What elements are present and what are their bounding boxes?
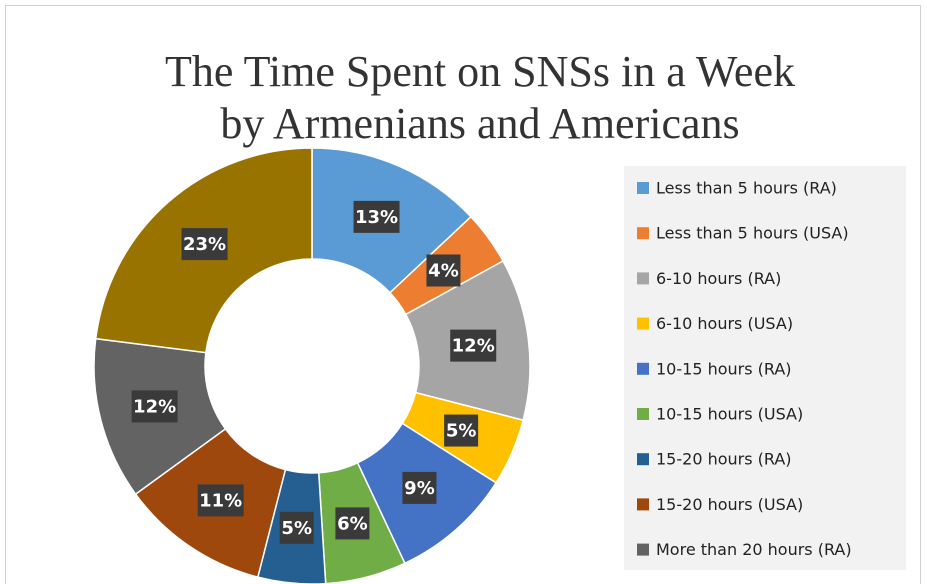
data-label: 6% bbox=[337, 513, 368, 534]
data-label: 9% bbox=[404, 478, 435, 499]
legend-swatch bbox=[637, 317, 649, 330]
legend-label: 15-20 hours (USA) bbox=[656, 495, 803, 514]
legend-label: 6-10 hours (USA) bbox=[656, 314, 793, 333]
legend-box bbox=[624, 166, 906, 570]
legend-swatch bbox=[637, 182, 649, 194]
legend-label: 6-10 hours (RA) bbox=[656, 269, 781, 288]
legend-label: Less than 5 hours (RA) bbox=[656, 179, 837, 198]
data-label-bg bbox=[353, 200, 400, 233]
data-label-bg bbox=[402, 471, 437, 504]
data-label: 11% bbox=[199, 490, 242, 511]
data-label: 5% bbox=[281, 518, 312, 539]
legend-swatch bbox=[637, 227, 649, 240]
data-label-bg bbox=[426, 254, 461, 287]
legend-label: 10-15 hours (RA) bbox=[656, 359, 792, 378]
data-label-bg bbox=[279, 511, 314, 544]
data-label: 13% bbox=[355, 207, 398, 228]
data-label-bg bbox=[131, 390, 178, 423]
legend-swatch bbox=[637, 498, 649, 511]
data-label-bg bbox=[450, 329, 497, 362]
chart-title: by Armenians and Americans bbox=[220, 99, 739, 148]
data-label-bg bbox=[181, 228, 228, 261]
data-label-bg bbox=[444, 414, 479, 447]
data-label-bg bbox=[197, 484, 244, 517]
data-label: 4% bbox=[428, 260, 459, 281]
data-label-bg bbox=[335, 507, 370, 540]
legend-swatch bbox=[637, 408, 649, 420]
legend-swatch bbox=[637, 453, 649, 466]
legend-label: 15-20 hours (RA) bbox=[656, 450, 792, 469]
data-label: 12% bbox=[133, 396, 176, 417]
chart-title: The Time Spent on SNSs in a Week bbox=[165, 47, 795, 96]
data-label: 12% bbox=[452, 336, 495, 357]
legend-swatch bbox=[637, 272, 649, 285]
data-label: 23% bbox=[183, 234, 226, 255]
legend-label: Less than 5 hours (USA) bbox=[656, 224, 849, 243]
legend-label: More than 20 hours (RA) bbox=[656, 540, 852, 559]
legend-label: 10-15 hours (USA) bbox=[656, 405, 803, 424]
legend-swatch bbox=[637, 362, 649, 375]
legend-swatch bbox=[637, 543, 649, 556]
data-label: 5% bbox=[446, 421, 477, 442]
